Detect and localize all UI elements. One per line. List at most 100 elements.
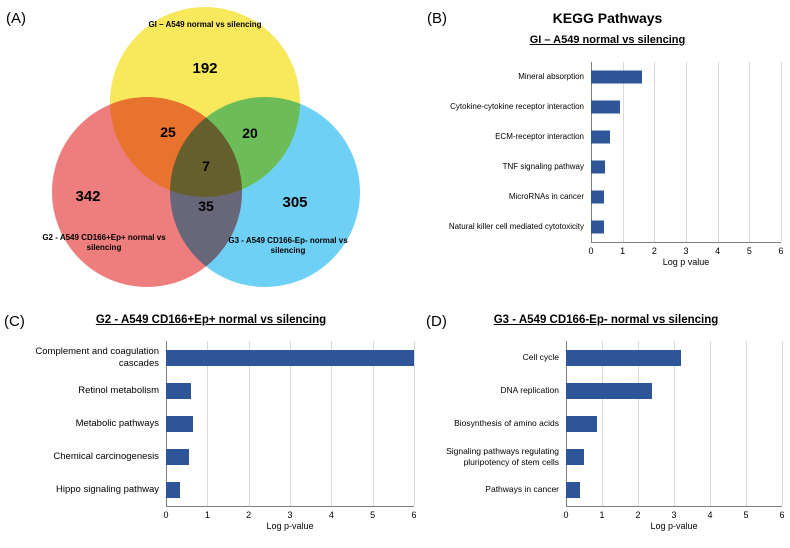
chart-row: Mineral absorption — [439, 62, 782, 92]
gridline — [746, 407, 747, 440]
x-axis-line: 0 1 2 3 4 5 6 — [563, 506, 785, 520]
plot-area-row — [591, 92, 782, 122]
chart-row: MicroRNAs in cancer — [439, 182, 782, 212]
gridline — [746, 374, 747, 407]
plot-area-row — [591, 212, 782, 242]
chart-row: Chemical carcinogenesis — [10, 440, 415, 473]
axis-spacer — [434, 506, 566, 520]
venn-count-g1-g3: 20 — [242, 125, 258, 141]
gridline — [207, 407, 209, 440]
x-tick-label: 4 — [328, 510, 334, 520]
gridline — [686, 182, 687, 212]
gridline — [746, 341, 747, 374]
chart-row: ECM-receptor interaction — [439, 122, 782, 152]
gridline — [290, 407, 291, 440]
bar-2 — [166, 415, 193, 432]
bar-chart-g3: Cell cycle DNA replication Biosynthesis of… — [434, 341, 785, 531]
chart-row: Hippo signaling pathway — [10, 473, 415, 506]
gridline — [622, 212, 624, 242]
plot-area-row — [166, 407, 415, 440]
x-tick-label: 1 — [204, 510, 210, 520]
x-tick-label: 4 — [715, 246, 721, 256]
category-label: Pathways in cancer — [485, 484, 559, 495]
plot-area-row — [566, 440, 783, 473]
x-tick-label: 3 — [683, 246, 689, 256]
x-tick-label: 0 — [588, 246, 594, 256]
gridline — [781, 62, 782, 92]
plot-area-row — [591, 182, 782, 212]
plot-area-row — [566, 473, 783, 506]
gridline — [414, 440, 415, 473]
gridline — [372, 473, 374, 506]
gridline — [372, 407, 374, 440]
category-label: Chemical carcinogenesis — [53, 450, 159, 462]
x-axis-title-row: Log p value — [439, 256, 781, 267]
gridline — [248, 440, 250, 473]
plot-area-row — [566, 374, 783, 407]
chart-title-g3: G3 - A549 CD166-Ep- normal vs silencing — [493, 314, 719, 326]
x-tick-label: 1 — [620, 246, 626, 256]
gridline — [601, 407, 603, 440]
bar-0 — [566, 349, 682, 366]
gridline — [709, 374, 711, 407]
gridline — [709, 473, 711, 506]
gridline — [717, 92, 719, 122]
axis-spacer — [439, 256, 591, 267]
bar-2 — [591, 130, 610, 144]
panel-label-c: (C) — [4, 313, 25, 330]
panel-b-kegg-g1: (B) KEGG Pathways GI – A549 normal vs si… — [425, 0, 790, 305]
gridline — [207, 374, 209, 407]
gridline — [654, 152, 656, 182]
gridline — [637, 407, 639, 440]
gridline — [709, 440, 711, 473]
gridline — [331, 473, 333, 506]
gridline — [622, 182, 624, 212]
chart-row: DNA replication — [434, 374, 783, 407]
gridline — [781, 122, 782, 152]
gridline — [414, 407, 415, 440]
gridline — [749, 92, 751, 122]
x-axis: 0 1 2 3 4 5 6 — [10, 506, 417, 520]
chart-row: Complement and coagulation cascades — [10, 341, 415, 374]
chart-row: Signaling pathways regulating pluripoten… — [434, 440, 783, 473]
bar-5 — [591, 220, 604, 234]
plot-area-row — [591, 122, 782, 152]
x-tick-label: 4 — [707, 510, 713, 520]
x-axis-title: Log p-value — [650, 521, 698, 531]
panel-a-venn: (A) 192 25 20 7 342 305 35 GI – A549 nor… — [0, 0, 425, 305]
bar-0 — [166, 349, 414, 366]
axis-spacer — [10, 520, 166, 531]
gridline — [749, 182, 751, 212]
chart-row: Natural killer cell mediated cytotoxicit… — [439, 212, 782, 242]
gridline — [622, 152, 624, 182]
x-tick-label: 6 — [778, 246, 784, 256]
gridline — [782, 341, 783, 374]
category-label: Hippo signaling pathway — [56, 483, 159, 495]
bar-3 — [566, 448, 584, 465]
gridline — [746, 473, 747, 506]
gridline — [372, 440, 374, 473]
gridline — [749, 212, 751, 242]
venn-count-all-three: 7 — [202, 158, 210, 174]
venn-diagram — [52, 7, 360, 287]
x-tick-label: 6 — [411, 510, 417, 520]
gridline — [749, 122, 751, 152]
gridline — [654, 62, 656, 92]
category-label: MicroRNAs in cancer — [508, 192, 584, 202]
gridline — [414, 341, 415, 374]
gridline — [290, 374, 291, 407]
chart-row: Cell cycle — [434, 341, 783, 374]
x-tick-label: 2 — [635, 510, 641, 520]
category-label: Mineral absorption — [518, 72, 584, 82]
gridline — [782, 473, 783, 506]
x-tick-label: 3 — [671, 510, 677, 520]
venn-set-label-g2: G2 - A549 CD166+Ep+ normal vs silencing — [42, 233, 166, 252]
venn-count-g2-unique: 342 — [75, 188, 101, 205]
kegg-pathways-title: KEGG Pathways — [552, 10, 663, 26]
plot-area-row — [591, 62, 782, 92]
gridline — [686, 212, 687, 242]
venn-circle-g3 — [170, 97, 360, 287]
category-label: DNA replication — [500, 385, 559, 396]
bar-4 — [166, 481, 181, 498]
x-axis: 0 1 2 3 4 5 6 — [434, 506, 785, 520]
